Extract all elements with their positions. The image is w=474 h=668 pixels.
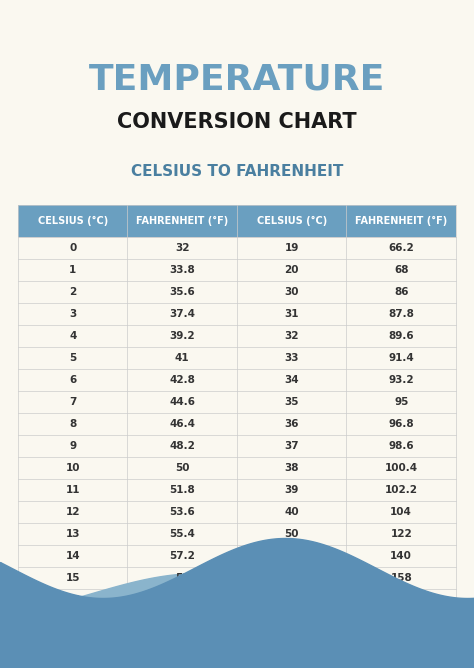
Text: 37.4: 37.4 <box>169 309 195 319</box>
Text: 40: 40 <box>284 507 299 517</box>
Text: 62.6: 62.6 <box>169 617 195 627</box>
Text: 95: 95 <box>394 397 409 407</box>
Text: 194: 194 <box>391 617 412 627</box>
Text: 32: 32 <box>284 331 299 341</box>
Text: 39: 39 <box>284 485 299 495</box>
Text: CELSIUS (°C): CELSIUS (°C) <box>256 216 327 226</box>
Text: 19: 19 <box>284 243 299 253</box>
Text: FAHRENHEIT (°F): FAHRENHEIT (°F) <box>136 216 228 226</box>
Text: 32: 32 <box>175 243 190 253</box>
Text: 100: 100 <box>281 639 302 649</box>
Text: 38: 38 <box>284 463 299 473</box>
Text: 66.2: 66.2 <box>388 243 414 253</box>
Text: 80: 80 <box>284 595 299 605</box>
Text: 35: 35 <box>284 397 299 407</box>
Text: 104: 104 <box>390 507 412 517</box>
Text: 91.4: 91.4 <box>388 353 414 363</box>
Text: 31: 31 <box>284 309 299 319</box>
Text: 53.6: 53.6 <box>169 507 195 517</box>
Text: FAHRENHEIT (°F): FAHRENHEIT (°F) <box>355 216 447 226</box>
Text: 57.2: 57.2 <box>169 551 195 561</box>
Text: 17: 17 <box>65 617 80 627</box>
Text: 90: 90 <box>284 617 299 627</box>
Text: 37: 37 <box>284 441 299 451</box>
Bar <box>18 205 456 237</box>
Text: 122: 122 <box>391 529 412 539</box>
Text: 12: 12 <box>65 507 80 517</box>
Text: 48.2: 48.2 <box>169 441 195 451</box>
Text: 15: 15 <box>65 573 80 583</box>
Text: 102.2: 102.2 <box>385 485 418 495</box>
Text: 18: 18 <box>65 639 80 649</box>
Text: CELSIUS TO FAHRENHEIT: CELSIUS TO FAHRENHEIT <box>131 164 343 180</box>
Text: 9: 9 <box>69 441 76 451</box>
Text: 14: 14 <box>65 551 80 561</box>
Text: 6: 6 <box>69 375 76 385</box>
Text: CONVERSION CHART: CONVERSION CHART <box>117 112 357 132</box>
Text: 4: 4 <box>69 331 76 341</box>
Text: 51.8: 51.8 <box>169 485 195 495</box>
Text: 50: 50 <box>175 463 190 473</box>
Text: TEMPERATURE: TEMPERATURE <box>89 63 385 97</box>
Text: 16: 16 <box>65 595 80 605</box>
Text: 60.8: 60.8 <box>169 595 195 605</box>
Text: 46.4: 46.4 <box>169 419 195 429</box>
Text: 33.8: 33.8 <box>169 265 195 275</box>
Text: 20: 20 <box>284 265 299 275</box>
Text: 1: 1 <box>69 265 76 275</box>
Text: 7: 7 <box>69 397 76 407</box>
Text: 59: 59 <box>175 573 190 583</box>
Text: 10: 10 <box>65 463 80 473</box>
Text: 68: 68 <box>394 265 409 275</box>
Text: 89.6: 89.6 <box>388 331 414 341</box>
Text: 3: 3 <box>69 309 76 319</box>
Text: 158: 158 <box>391 573 412 583</box>
Text: 96.8: 96.8 <box>388 419 414 429</box>
Text: 70: 70 <box>284 573 299 583</box>
Text: CELSIUS (°C): CELSIUS (°C) <box>37 216 108 226</box>
Text: 212: 212 <box>391 639 412 649</box>
Text: 30: 30 <box>284 287 299 297</box>
Text: 55.4: 55.4 <box>169 529 195 539</box>
Text: 33: 33 <box>284 353 299 363</box>
Text: 60: 60 <box>284 551 299 561</box>
Text: 100.4: 100.4 <box>385 463 418 473</box>
Text: 39.2: 39.2 <box>169 331 195 341</box>
Text: 98.6: 98.6 <box>388 441 414 451</box>
Text: 64.4: 64.4 <box>169 639 195 649</box>
Text: 5: 5 <box>69 353 76 363</box>
Text: 34: 34 <box>284 375 299 385</box>
Text: 2: 2 <box>69 287 76 297</box>
Text: 44.6: 44.6 <box>169 397 195 407</box>
Text: 50: 50 <box>284 529 299 539</box>
Text: 35.6: 35.6 <box>169 287 195 297</box>
Text: 41: 41 <box>175 353 190 363</box>
Text: 8: 8 <box>69 419 76 429</box>
Text: 11: 11 <box>65 485 80 495</box>
Text: 42.8: 42.8 <box>169 375 195 385</box>
Text: 86: 86 <box>394 287 409 297</box>
Text: 13: 13 <box>65 529 80 539</box>
Text: 87.8: 87.8 <box>388 309 414 319</box>
Text: 93.2: 93.2 <box>388 375 414 385</box>
Text: 140: 140 <box>390 551 412 561</box>
Text: 176: 176 <box>390 595 412 605</box>
Text: 0: 0 <box>69 243 76 253</box>
Text: 36: 36 <box>284 419 299 429</box>
